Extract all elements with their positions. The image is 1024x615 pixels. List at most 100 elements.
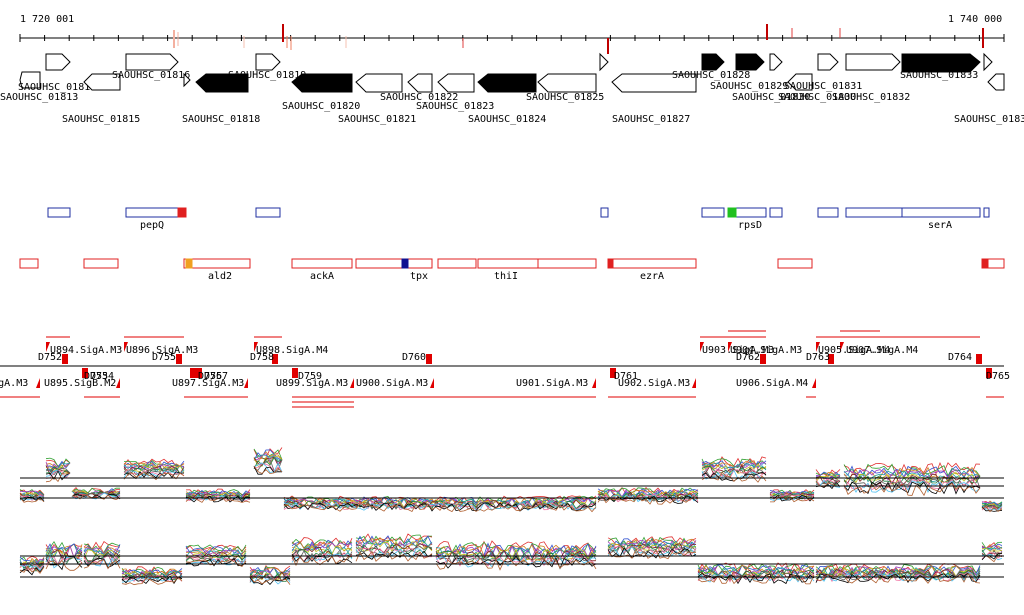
annotation-box-pepQ[interactable]: [125, 207, 187, 218]
gene-label: SAOUHSC_01823: [416, 101, 494, 112]
gene-label: SAOUHSC_01820: [282, 101, 360, 112]
segment-label: D755: [152, 352, 176, 363]
gene-arrow[interactable]: [407, 73, 433, 93]
gene-arrow[interactable]: [355, 73, 403, 93]
gene-arrow[interactable]: [599, 52, 609, 72]
annotation-box-ald2[interactable]: [183, 258, 251, 269]
gene-label: SAOUHSC_01835: [954, 114, 1024, 125]
annotation-box[interactable]: [437, 258, 477, 269]
segment-label: D757: [204, 371, 228, 382]
annotation-label: rpsD: [738, 220, 762, 231]
gene-arrow[interactable]: [735, 53, 765, 71]
segment-label: U895.SigB.M2: [44, 378, 116, 389]
gene-arrow[interactable]: [477, 73, 537, 93]
gene-arrow[interactable]: [183, 72, 191, 88]
annotation-box[interactable]: [817, 207, 839, 218]
gene-arrow[interactable]: [701, 53, 725, 71]
annotation-box[interactable]: [600, 207, 609, 218]
gene-arrow[interactable]: [987, 73, 1005, 91]
annotation-box-ezrA[interactable]: [607, 258, 697, 269]
gene-arrow[interactable]: [787, 73, 813, 91]
gene-label: SAOUHSC_01830: [732, 92, 810, 103]
gene-label: SAOUHSC_01825: [526, 92, 604, 103]
annotation-box-ackA[interactable]: [291, 258, 353, 269]
gene-arrow[interactable]: [19, 71, 41, 89]
segment-label: U905.SigA.M4: [818, 345, 890, 356]
annotation-box[interactable]: [47, 207, 71, 218]
annotation-label: ezrA: [640, 271, 664, 282]
gene-arrow[interactable]: [769, 53, 783, 71]
annotation-box-serA[interactable]: [845, 207, 981, 218]
segment-label: D765: [986, 371, 1010, 382]
annotation-highlight: [177, 207, 187, 218]
segment-label: U906.SigA.M4: [736, 378, 808, 389]
gene-label: SAOUHSC_01824: [468, 114, 546, 125]
segment-label: U900.SigA.M3: [356, 378, 428, 389]
gene-arrow[interactable]: [437, 73, 475, 93]
expression-panel-plus: [19, 447, 1004, 513]
segment-label: U901.SigA.M3: [516, 378, 588, 389]
segment-label: D758: [250, 352, 274, 363]
annotation-box[interactable]: [83, 258, 119, 269]
gene-arrow[interactable]: [845, 53, 901, 71]
gene-arrow[interactable]: [817, 53, 839, 71]
annotation-box-tpx[interactable]: [355, 258, 433, 269]
gene-label: SAOUHSC_01818: [182, 114, 260, 125]
ruler-end-label: 1 740 000: [948, 14, 1002, 25]
annotation-label: thiI: [494, 271, 518, 282]
annotation-box-thiI[interactable]: [477, 258, 597, 269]
segment-label: U893.SigA.M3: [0, 378, 28, 389]
gene-label: SAOUHSC_01813: [0, 92, 78, 103]
segment-label: U894.SigA.M3: [50, 345, 122, 356]
annotation-box[interactable]: [983, 207, 990, 218]
annotation-highlight: [607, 258, 614, 269]
coordinate-ruler: 1 720 001 1 740 000: [19, 14, 1005, 54]
segment-label: U904.SigA.M3: [730, 345, 802, 356]
expression-lines: [19, 533, 1003, 586]
gene-label: SAOUHSC_01832: [832, 92, 910, 103]
gene-arrow[interactable]: [611, 73, 697, 93]
annotation-label: ackA: [310, 271, 334, 282]
annotation-track-plus: [47, 207, 990, 218]
annotation-box[interactable]: [19, 258, 39, 269]
gene-label: SAOUHSC_01815: [62, 114, 140, 125]
segment-label: U898.SigA.M4: [256, 345, 328, 356]
gene-label: SAOUHSC_01831: [784, 81, 862, 92]
gene-arrow[interactable]: [195, 73, 249, 93]
segmentation-track: D752 U894.SigA.M3 U896.SigA.M3 D755 D758…: [0, 330, 1010, 408]
segment-label: D756: [198, 371, 222, 382]
segment-label: D752: [38, 352, 62, 363]
gene-label: SAOUHSC_01819: [228, 70, 306, 81]
gene-arrow[interactable]: [537, 73, 597, 93]
expression-lines: [19, 447, 1003, 513]
annotation-highlight: [727, 207, 737, 218]
annotation-box[interactable]: [769, 207, 783, 218]
gene-label: SAOUHSC_01816: [112, 70, 190, 81]
gene-arrow[interactable]: [983, 52, 993, 72]
gene-arrow[interactable]: [125, 53, 179, 71]
segment-labels-top: D752 U894.SigA.M3 U896.SigA.M3 D755 D758…: [38, 345, 972, 363]
ruler-start-label: 1 720 001: [20, 14, 74, 25]
gene-arrow[interactable]: [83, 73, 121, 91]
segment-label: D754: [90, 371, 114, 382]
gene-arrow[interactable]: [901, 53, 981, 73]
segment-label: U902.SigA.M3: [618, 378, 690, 389]
gene-label: SAOUHSC_01822: [380, 92, 458, 103]
annotation-box[interactable]: [701, 207, 725, 218]
annotation-highlight: [401, 258, 409, 269]
gene-label: SAOUHSC_01829: [710, 81, 788, 92]
segment-spans: [0, 330, 1004, 408]
segment-labels-bottom: U893.SigA.M3 U895.SigB.M2 D754 D753 U897…: [0, 371, 1010, 389]
annotation-highlight: [185, 258, 193, 269]
segment-label: D763: [806, 352, 830, 363]
annotation-label: ald2: [208, 271, 232, 282]
segment-markers: [36, 342, 992, 388]
expression-panel-minus: [19, 533, 1004, 586]
gene-arrow[interactable]: [45, 53, 71, 71]
annotation-box[interactable]: [255, 207, 281, 218]
gene-arrow[interactable]: [255, 53, 281, 71]
gene-arrow[interactable]: [291, 73, 353, 93]
gene-label: SAOUHSC_01814: [18, 82, 96, 93]
annotation-box[interactable]: [777, 258, 813, 269]
